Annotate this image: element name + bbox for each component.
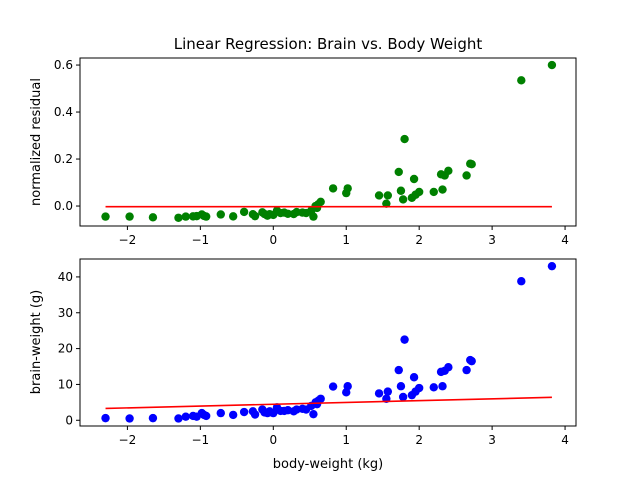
brain-data-point (398, 392, 408, 402)
residual-x-tick-label: 2 (415, 233, 423, 247)
residual-y-tick-label: 0.2 (54, 152, 73, 166)
residual-data-point (383, 191, 393, 200)
residual-data-point (394, 167, 403, 177)
brain-x-tick-label: 0 (269, 433, 277, 447)
brain-data-point (409, 373, 419, 382)
residual-data-point (309, 212, 318, 221)
brain-data-point (374, 389, 384, 398)
brain-data-point (462, 365, 471, 375)
brain-data-point (101, 413, 110, 423)
brain-x-tick-label: 2 (415, 433, 423, 447)
residual-data-point (174, 213, 183, 222)
brain-data-point (517, 277, 526, 286)
residual-data-point (400, 134, 409, 144)
residual-data-point (328, 184, 338, 193)
brain-data-point (396, 382, 406, 391)
residual-y-tick-label: 0.4 (54, 105, 73, 119)
residual-data-point (239, 207, 249, 217)
residual-data-point (181, 212, 190, 221)
residual-data-point (201, 212, 211, 221)
residual-data-point (125, 212, 134, 221)
residual-x-tick-label: 0 (269, 233, 277, 247)
brain-y-tick-label: 40 (58, 270, 73, 284)
brain-data-point (181, 412, 190, 421)
residual-y-tick-label: 0.6 (54, 58, 73, 72)
brain-y-tick-label: 10 (58, 377, 73, 391)
brain-x-tick-label: 4 (561, 433, 569, 447)
residual-data-point (438, 185, 447, 194)
brain-data-point (394, 365, 403, 375)
residual-data-point (444, 166, 453, 175)
brain-data-point (328, 382, 338, 391)
brain-data-point (250, 410, 260, 419)
residual-data-point (250, 211, 260, 221)
residual-plot: −2 −1 0 1 2 3 4 0.0 0.2 0.4 0.6 (54, 57, 577, 247)
residual-data-point (382, 199, 391, 208)
x-axis-label: body-weight (kg) (273, 457, 384, 472)
brain-data-point (125, 414, 134, 423)
residual-data-point (343, 184, 352, 193)
brain-x-tick-label: −1 (192, 433, 210, 447)
residual-data-point (467, 160, 476, 169)
bottom-y-axis-label: brain-weight (g) (29, 290, 44, 394)
brain-data-point (201, 411, 211, 421)
brain-data-point (343, 382, 352, 391)
brain-axes-frame (79, 258, 577, 427)
residual-x-tick-label: −1 (192, 233, 210, 247)
brain-data-point (429, 383, 438, 392)
brain-data-point (438, 382, 447, 391)
brain-data-point (467, 356, 476, 366)
brain-y-tick-label: 0 (65, 413, 73, 427)
brain-data-point (383, 387, 393, 396)
brain-regression-line (105, 396, 552, 410)
brain-data-point (216, 408, 225, 418)
residual-data-point (216, 210, 225, 219)
brain-x-tick-label: 3 (488, 433, 496, 447)
brain-data-point (547, 261, 557, 271)
residual-data-point (547, 60, 557, 70)
residual-y-tick-label: 0.0 (54, 199, 73, 213)
brain-data-point (309, 409, 318, 419)
top-y-axis-label: normalized residual (29, 78, 44, 206)
residual-data-point (414, 187, 424, 197)
residual-data-point (101, 212, 110, 221)
brain-data-point (148, 413, 158, 423)
brain-data-point (228, 410, 238, 420)
residual-data-point (228, 212, 238, 221)
brain-data-point (316, 394, 325, 403)
residual-data-point (409, 174, 419, 184)
residual-x-tick-label: 3 (488, 233, 496, 247)
residual-data-point (398, 195, 408, 204)
brain-x-tick-label: 1 (342, 433, 350, 447)
residual-data-point (517, 76, 526, 85)
brain-y-tick-label: 20 (58, 342, 73, 356)
brain-data-point (414, 383, 424, 393)
brain-data-point (400, 335, 409, 344)
residual-x-tick-label: −2 (119, 233, 137, 247)
residual-axes-frame (79, 57, 577, 227)
residual-data-point (396, 186, 406, 195)
brain-x-tick-label: −2 (119, 433, 137, 447)
brain-data-point (174, 414, 183, 423)
residual-data-point (429, 187, 438, 197)
brain-data-point (239, 407, 249, 417)
residual-data-point (374, 191, 384, 200)
residual-x-tick-label: 1 (342, 233, 350, 247)
residual-data-point (148, 213, 158, 222)
residual-data-point (462, 171, 471, 180)
residual-data-point (316, 197, 325, 206)
residual-x-tick-label: 4 (561, 233, 569, 247)
brain-y-tick-label: 30 (58, 306, 73, 320)
chart-title: Linear Regression: Brain vs. Body Weight (174, 35, 483, 53)
brain-data-point (444, 363, 453, 372)
